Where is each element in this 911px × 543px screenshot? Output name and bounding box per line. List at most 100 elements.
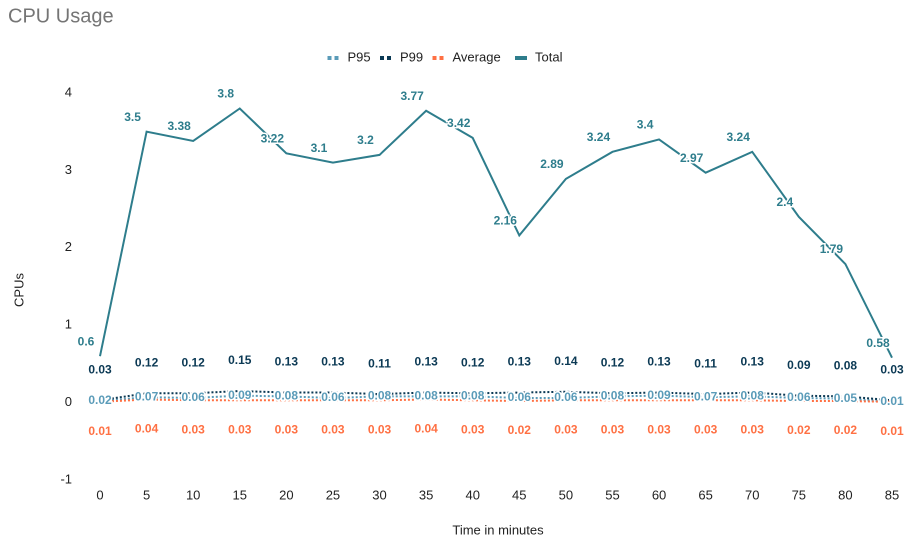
series-line bbox=[99, 107, 893, 359]
data-label: 0.12 bbox=[135, 355, 159, 369]
x-tick-label: 75 bbox=[792, 487, 806, 502]
data-label: 0.08 bbox=[461, 389, 485, 403]
data-label: 0.02 bbox=[508, 423, 532, 437]
y-tick-label: 3 bbox=[65, 162, 72, 177]
data-label: 2.16 bbox=[494, 214, 518, 228]
legend-label: Total bbox=[535, 49, 563, 64]
data-label: 0.04 bbox=[414, 422, 438, 436]
x-tick-label: 80 bbox=[838, 487, 852, 502]
data-label: 0.13 bbox=[414, 355, 438, 369]
data-label: 0.07 bbox=[135, 389, 159, 403]
data-label: 0.01 bbox=[880, 394, 904, 408]
data-label: 0.13 bbox=[741, 355, 765, 369]
x-tick-label: 5 bbox=[143, 487, 150, 502]
data-label: 0.58 bbox=[866, 336, 890, 350]
data-label: 0.13 bbox=[321, 355, 345, 369]
x-tick-label: 50 bbox=[559, 487, 573, 502]
data-label: 0.09 bbox=[787, 358, 811, 372]
data-label: 3.1 bbox=[311, 141, 328, 155]
chart-title: CPU Usage bbox=[8, 5, 114, 27]
data-label: 0.13 bbox=[647, 355, 671, 369]
data-label: 0.13 bbox=[275, 355, 299, 369]
x-axis-title: Time in minutes bbox=[452, 522, 544, 537]
data-label: 0.03 bbox=[88, 362, 112, 376]
y-tick-label: 1 bbox=[65, 317, 72, 332]
data-label: 3.24 bbox=[727, 130, 751, 144]
data-label: 3.38 bbox=[167, 119, 191, 133]
x-tick-label: 20 bbox=[279, 487, 293, 502]
y-axis-title: CPUs bbox=[11, 273, 26, 307]
data-label: 3.24 bbox=[587, 130, 611, 144]
data-label: 0.08 bbox=[834, 359, 858, 373]
series-line bbox=[99, 398, 893, 403]
data-label: 0.6 bbox=[78, 334, 95, 348]
legend-label: P95 bbox=[348, 49, 371, 64]
data-label: 0.02 bbox=[88, 393, 112, 407]
data-label: 0.08 bbox=[414, 389, 438, 403]
data-label: 0.03 bbox=[554, 422, 578, 436]
data-label: 0.03 bbox=[694, 422, 718, 436]
x-tick-label: 40 bbox=[465, 487, 479, 502]
data-label: 0.03 bbox=[181, 422, 205, 436]
data-label: 0.07 bbox=[694, 389, 718, 403]
data-label: 3.2 bbox=[357, 133, 374, 147]
data-label: 0.06 bbox=[554, 390, 578, 404]
x-tick-label: 60 bbox=[652, 487, 666, 502]
x-tick-label: 30 bbox=[372, 487, 386, 502]
x-tick-label: 10 bbox=[186, 487, 200, 502]
x-tick-label: 70 bbox=[745, 487, 759, 502]
data-label: 0.06 bbox=[787, 390, 811, 404]
x-tick-label: 25 bbox=[326, 487, 340, 502]
data-label: 3.4 bbox=[637, 118, 654, 132]
x-tick-label: 0 bbox=[96, 487, 103, 502]
series-line bbox=[99, 389, 893, 402]
data-label: 0.03 bbox=[741, 422, 765, 436]
data-label: 3.22 bbox=[261, 132, 285, 146]
data-label: 0.05 bbox=[834, 391, 858, 405]
data-label: 0.11 bbox=[368, 356, 391, 370]
data-label: 0.14 bbox=[554, 354, 578, 368]
data-label: 2.4 bbox=[776, 195, 793, 209]
data-label: 0.12 bbox=[181, 355, 205, 369]
data-label: 0.08 bbox=[601, 389, 625, 403]
data-label: 0.08 bbox=[368, 389, 392, 403]
data-label: 0.12 bbox=[601, 355, 625, 369]
data-label: 0.03 bbox=[321, 422, 345, 436]
x-tick-label: 55 bbox=[605, 487, 619, 502]
data-label: 0.03 bbox=[228, 422, 252, 436]
data-label: 0.03 bbox=[368, 422, 392, 436]
x-tick-label: 85 bbox=[885, 487, 899, 502]
data-label: 0.02 bbox=[787, 423, 811, 437]
data-label: 3.8 bbox=[217, 87, 234, 101]
data-label: 0.01 bbox=[88, 424, 112, 438]
data-label: 3.77 bbox=[400, 89, 424, 103]
data-label: 0.09 bbox=[647, 388, 671, 402]
data-label: 3.5 bbox=[124, 110, 141, 124]
data-label: 0.01 bbox=[880, 424, 904, 438]
data-label: 0.03 bbox=[647, 422, 671, 436]
x-tick-label: 15 bbox=[233, 487, 247, 502]
legend-label: P99 bbox=[400, 49, 423, 64]
x-tick-label: 65 bbox=[698, 487, 712, 502]
y-tick-label: -1 bbox=[60, 471, 72, 486]
data-label: 0.03 bbox=[461, 422, 485, 436]
data-label: 0.06 bbox=[181, 390, 205, 404]
data-label: 1.79 bbox=[820, 242, 844, 256]
data-label: 0.03 bbox=[880, 362, 904, 376]
data-label: 0.02 bbox=[834, 423, 858, 437]
x-tick-label: 35 bbox=[419, 487, 433, 502]
data-label: 0.03 bbox=[601, 422, 625, 436]
data-label: 0.15 bbox=[228, 353, 252, 367]
data-label: 0.03 bbox=[275, 422, 299, 436]
data-label: 2.89 bbox=[540, 157, 564, 171]
data-label: 0.06 bbox=[321, 390, 345, 404]
data-label: 0.08 bbox=[275, 389, 299, 403]
y-tick-label: 0 bbox=[65, 394, 72, 409]
data-label: 0.13 bbox=[508, 355, 532, 369]
data-label: 0.11 bbox=[694, 356, 717, 370]
legend-label: Average bbox=[453, 49, 501, 64]
series-line bbox=[99, 394, 893, 403]
data-label: 0.06 bbox=[508, 390, 532, 404]
y-tick-label: 2 bbox=[65, 239, 72, 254]
